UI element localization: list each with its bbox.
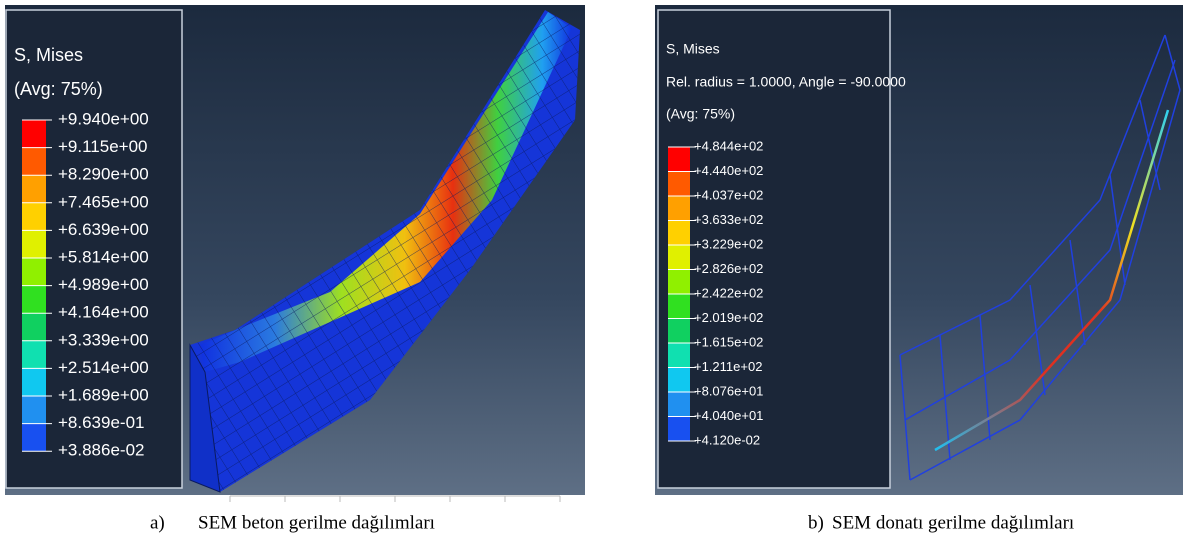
caption-text: SEM donatı gerilme dağılımları [832, 512, 1074, 533]
legend-label: +6.639e+00 [58, 220, 149, 239]
caption-text: SEM beton gerilme dağılımları [198, 512, 435, 533]
legend-swatch [22, 368, 46, 396]
legend-swatch [22, 313, 46, 341]
axis-ticks [229, 495, 561, 502]
legend-swatch [22, 202, 46, 231]
legend-label: +1.615e+02 [694, 334, 763, 349]
legend-swatch [668, 269, 690, 294]
legend: S, Mises (Avg: 75%) +9.940e+00 +9.115e+00 +8… [14, 45, 149, 460]
caption-label: a) [150, 512, 165, 533]
legend-label: +4.989e+00 [58, 275, 149, 294]
legend-label: +1.689e+00 [58, 385, 149, 404]
legend-swatch [668, 171, 690, 196]
legend-swatch [668, 245, 690, 270]
legend-label: +4.040e+01 [694, 408, 763, 423]
legend-title: S, Mises [666, 41, 720, 57]
legend-label: +3.886e-02 [58, 441, 145, 460]
legend-line: (Avg: 75%) [14, 79, 103, 99]
rebar-stressed [934, 109, 1170, 452]
legend-label: +4.037e+02 [694, 187, 763, 202]
legend-swatch [22, 423, 46, 452]
legend-label: +2.422e+02 [694, 285, 763, 300]
legend-swatch [22, 340, 46, 369]
beam-a [189, 10, 580, 493]
legend-swatch [668, 343, 690, 368]
legend-label: +8.290e+00 [58, 165, 149, 184]
legend-label: +8.639e-01 [58, 413, 145, 432]
legend-swatch [22, 285, 46, 314]
legend-swatch [22, 230, 46, 258]
legend-title: S, Mises [14, 45, 83, 65]
legend-swatch [668, 318, 690, 343]
legend-label: +4.844e+02 [694, 138, 763, 153]
legend-swatch [22, 147, 46, 176]
legend-label: +4.440e+02 [694, 163, 763, 178]
legend-label: +1.211e+02 [694, 359, 762, 374]
legend-label: +3.339e+00 [58, 330, 149, 349]
legend-swatch [22, 120, 46, 148]
legend-label: +2.019e+02 [694, 310, 763, 325]
legend-label: +3.229e+02 [694, 236, 763, 251]
legend-swatch [668, 147, 690, 172]
legend-label: +7.465e+00 [58, 192, 149, 211]
legend-label: +9.115e+00 [58, 137, 148, 156]
legend-label: +3.633e+02 [694, 212, 763, 227]
legend-swatch [22, 396, 46, 424]
legend-swatch [668, 367, 690, 392]
legend-swatch [22, 258, 46, 286]
legend-label: +8.076e+01 [694, 383, 763, 398]
legend-label: +2.514e+00 [58, 358, 149, 377]
legend-swatch [668, 220, 690, 245]
legend-label: +9.940e+00 [58, 109, 149, 128]
legend-swatch [668, 392, 690, 417]
caption-label: b) [808, 512, 824, 533]
legend-label: +4.120e-02 [694, 432, 760, 447]
legend-label: +2.826e+02 [694, 261, 763, 276]
legend-box-b [657, 9, 891, 489]
legend-swatch [668, 196, 690, 221]
legend-label: +5.814e+00 [58, 247, 149, 266]
legend-line: Rel. radius = 1.0000, Angle = -90.0000 [666, 74, 906, 90]
legend-label: +4.164e+00 [58, 303, 149, 322]
legend-swatch [668, 416, 690, 441]
legend-swatch [22, 175, 46, 203]
legend: S, Mises Rel. radius = 1.0000, Angle = -9… [666, 41, 906, 448]
legend-line: (Avg: 75%) [666, 106, 735, 122]
legend-swatch [668, 294, 690, 319]
